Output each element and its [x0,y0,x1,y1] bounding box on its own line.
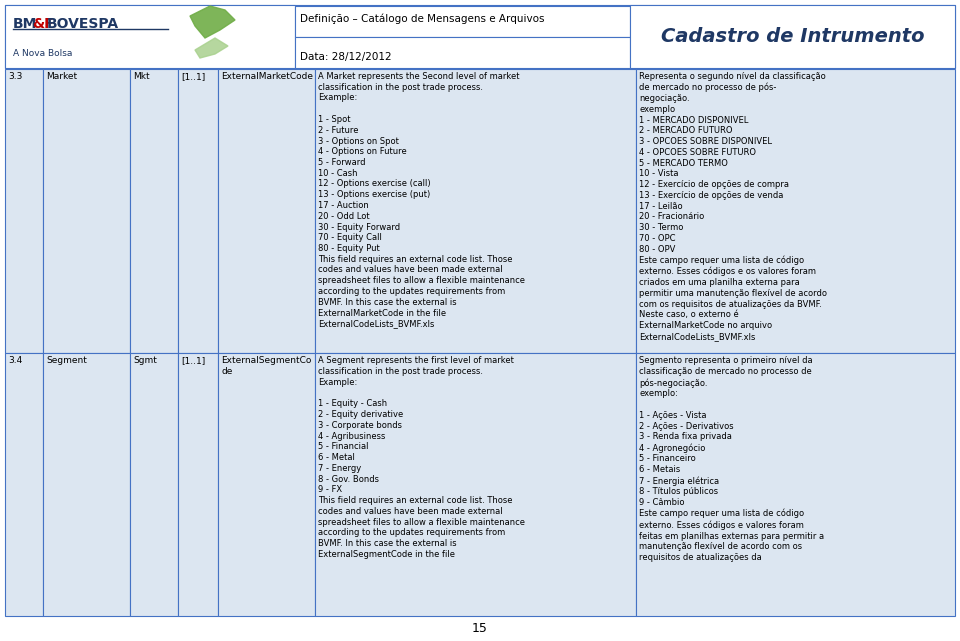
Text: [1..1]: [1..1] [181,356,205,365]
Text: Data: 28/12/2012: Data: 28/12/2012 [300,52,392,62]
Text: 3.3: 3.3 [8,72,22,81]
Bar [178,69,218,353]
Bar [43,69,130,353]
Text: Representa o segundo nível da classificação
de mercado no processo de pós-
negoc: Representa o segundo nível da classifica… [639,72,827,341]
Text: A Market represents the Second level of market
classification in the post trade : A Market represents the Second level of … [318,72,525,328]
Text: A Nova Bolsa: A Nova Bolsa [13,49,72,58]
Text: Definição – Catálogo de Mensagens e Arquivos: Definição – Catálogo de Mensagens e Arqu… [300,13,544,24]
Bar [315,353,636,616]
Polygon shape [195,38,228,58]
Text: [1..1]: [1..1] [181,72,205,81]
Bar [5,353,43,616]
Text: BM: BM [13,17,37,31]
Bar [636,353,955,616]
Bar [178,353,218,616]
Polygon shape [190,6,235,38]
Text: &F: &F [32,17,54,31]
Text: 3.4: 3.4 [8,356,22,365]
Text: A Segment represents the first level of market
classification in the post trade : A Segment represents the first level of … [318,356,525,559]
Bar [43,353,130,616]
Bar [218,353,315,616]
Bar [130,69,178,353]
Text: 15: 15 [472,622,488,635]
Text: BOVESPA: BOVESPA [47,17,119,31]
Text: ExternalSegmentCo
de: ExternalSegmentCo de [221,356,311,376]
Bar [295,6,630,37]
Bar [218,69,315,353]
Bar [5,69,43,353]
Text: ExternalMarketCode: ExternalMarketCode [221,72,313,81]
Text: Market: Market [46,72,77,81]
Text: Sgmt: Sgmt [133,356,156,365]
Bar [5,5,955,68]
Bar [130,353,178,616]
Text: Mkt: Mkt [133,72,150,81]
Text: Segment: Segment [46,356,86,365]
Text: Cadastro de Intrumento: Cadastro de Intrumento [660,27,924,46]
Text: Segmento representa o primeiro nível da
classificação de mercado no processo de
: Segmento representa o primeiro nível da … [639,356,824,562]
Bar [5,5,295,68]
Bar [295,37,630,68]
Bar [630,5,955,68]
Bar [636,69,955,353]
Bar [315,69,636,353]
